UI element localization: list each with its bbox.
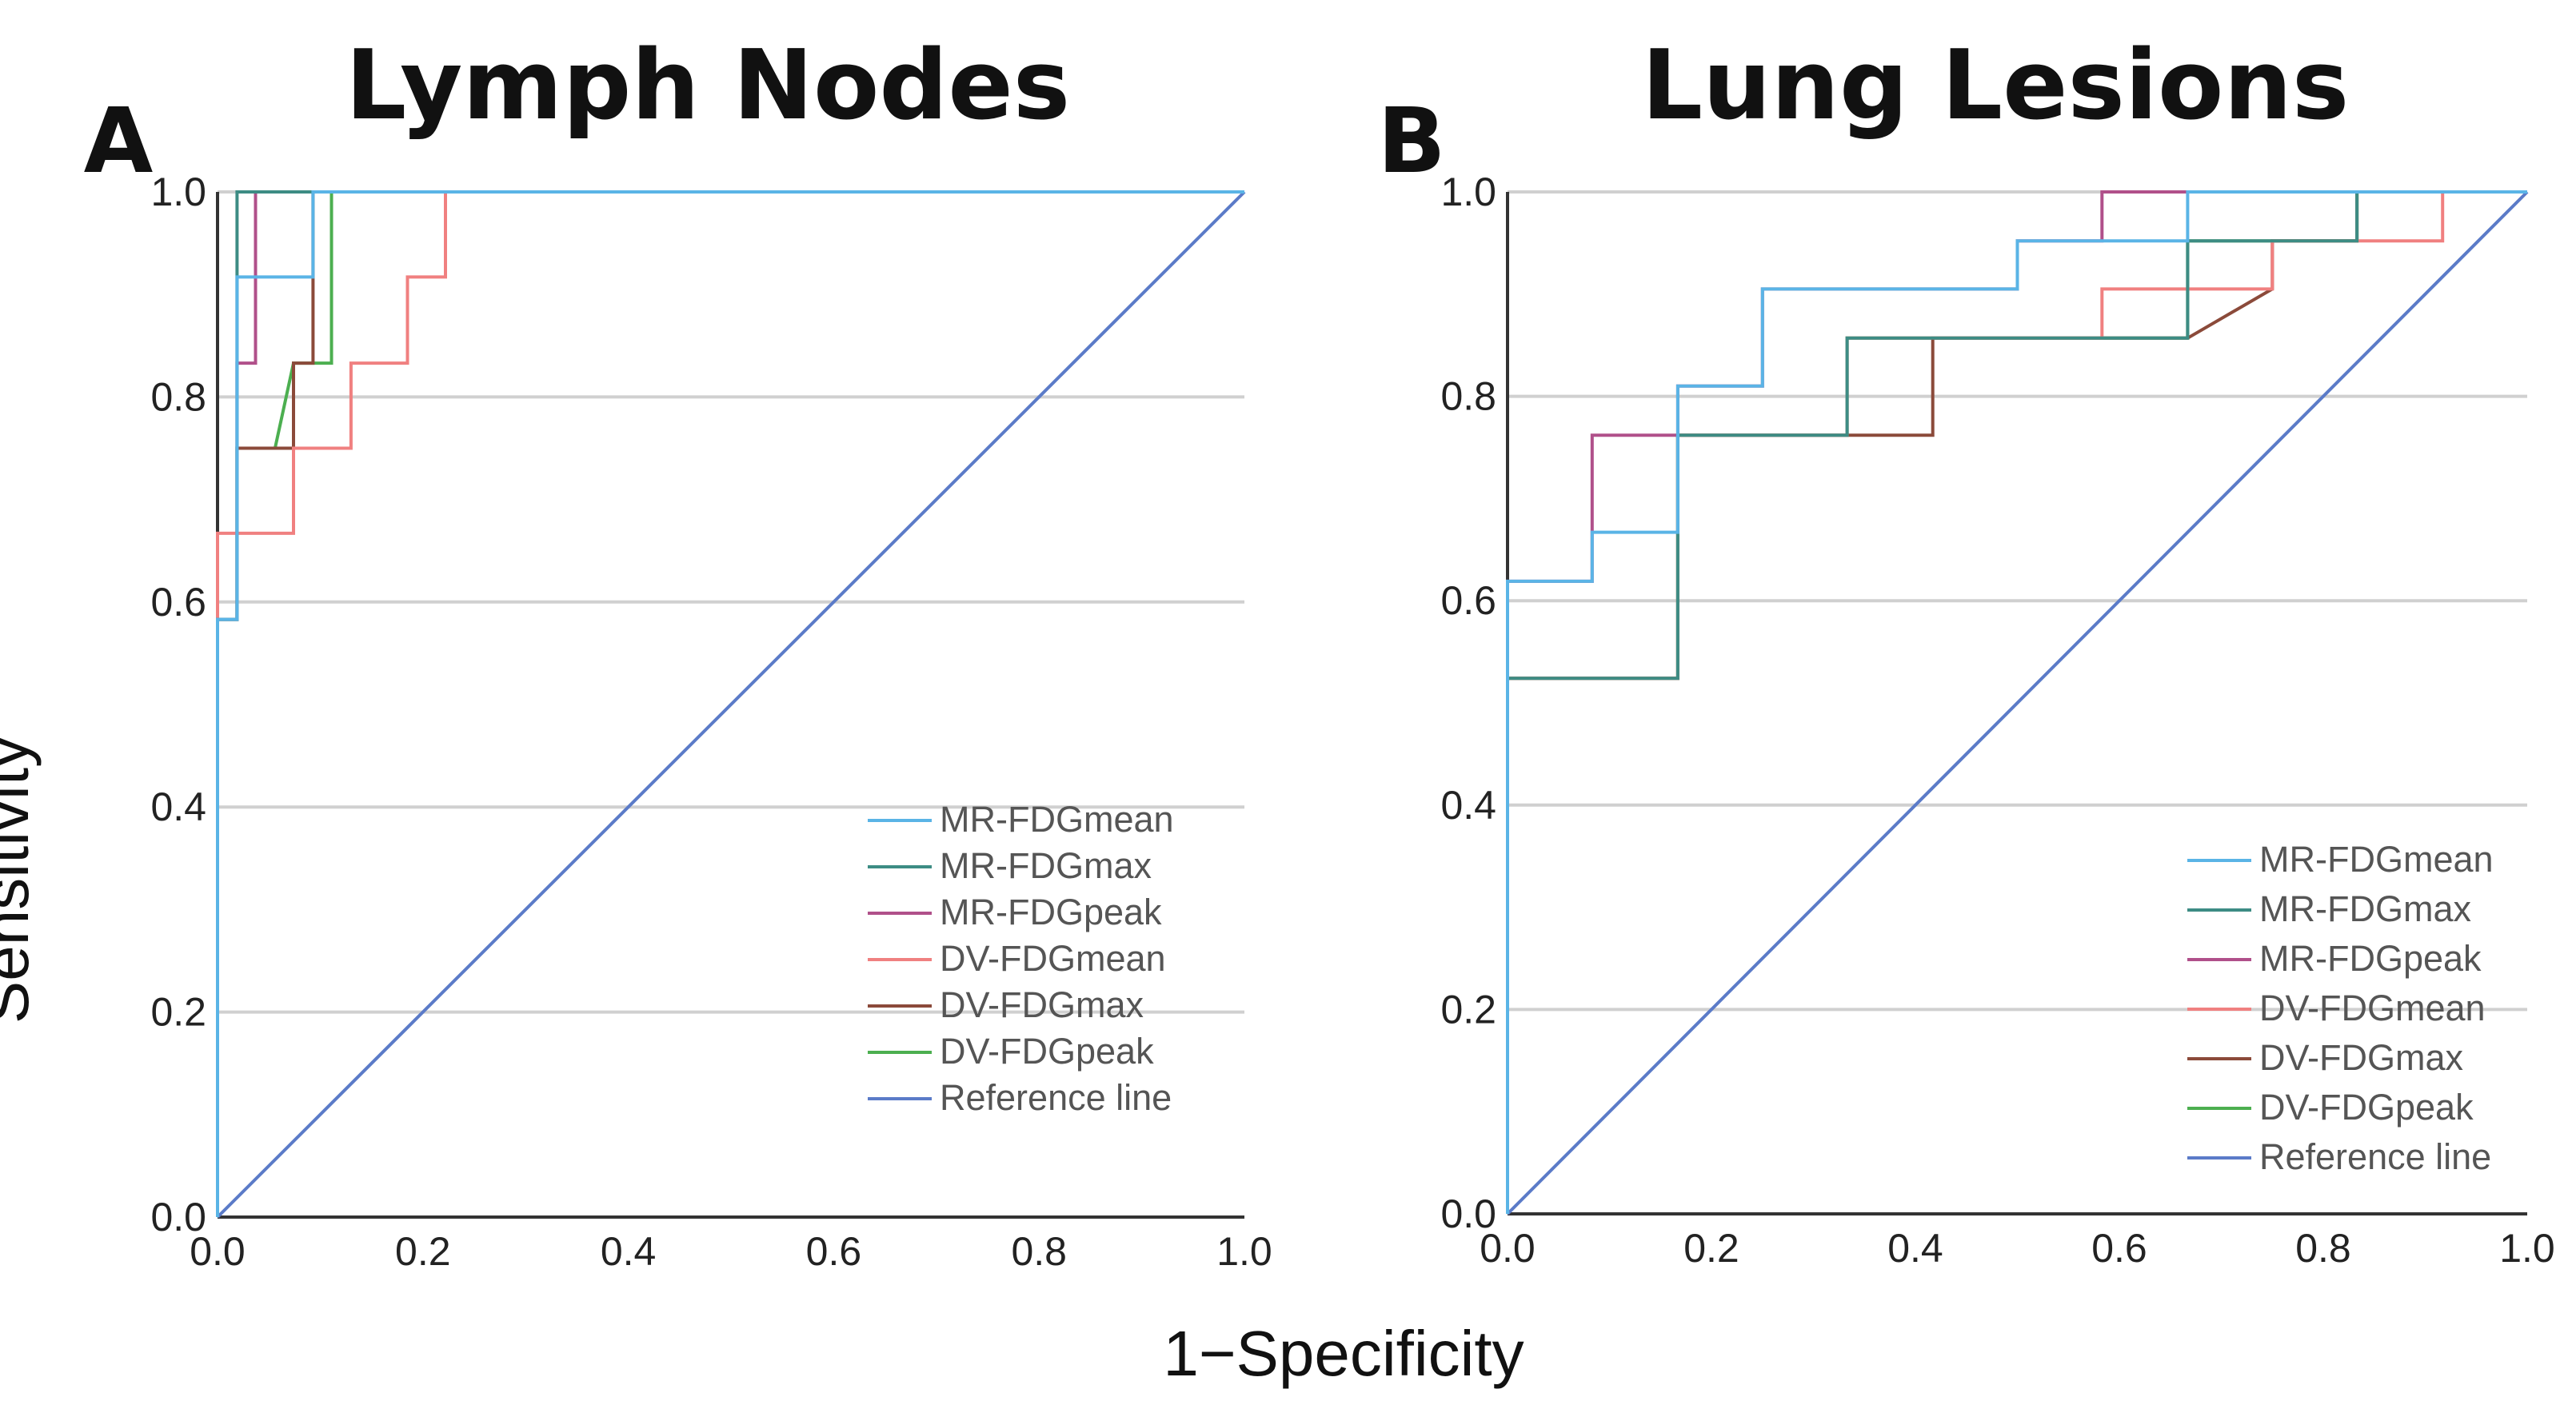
panel-label: B: [1377, 90, 1445, 194]
series-line-mr-fdgmean: [216, 190, 1244, 1217]
legend-entry: DV-FDGmax: [940, 984, 1144, 1025]
x-tick-label: 0.2: [395, 1229, 451, 1274]
panel-b: Lung Lesions B 0.0 0.2 0.4 0.6 0.8 1.0 0.0 0.2 0.4…: [1377, 30, 2554, 1271]
y-tick-label: 0.6: [1440, 578, 1496, 623]
panel-a: Lymph Nodes A 0.0 0.2 0.4 0.6 0.8 1.0 0.0 0.2 0.4 0…: [84, 30, 1272, 1274]
legend-entry: MR-FDGmax: [940, 845, 1152, 886]
x-tick-label: 1.0: [2499, 1226, 2555, 1271]
y-tick-label: 0.0: [150, 1195, 206, 1239]
panel-b-title: Lung Lesions: [1642, 30, 2350, 142]
legend-entry: Reference line: [2259, 1136, 2491, 1177]
y-tick-label: 0.2: [1440, 987, 1496, 1032]
legend-entry: MR-FDGmean: [2259, 839, 2494, 880]
x-tick-label: 0.0: [190, 1229, 246, 1274]
panel-label: A: [84, 90, 154, 194]
y-tick-label: 0.2: [150, 990, 206, 1035]
series-line-dv-fdgmean: [216, 190, 1244, 1217]
legend-entry: DV-FDGpeak: [940, 1031, 1154, 1072]
legend-entry: Reference line: [940, 1077, 1172, 1118]
y-tick-label: 0.4: [150, 784, 206, 829]
legend-entry: DV-FDGmean: [2259, 988, 2486, 1028]
legend-entry: MR-FDGmean: [940, 799, 1174, 840]
legend-entry: DV-FDGpeak: [2259, 1087, 2474, 1128]
legend-entry: MR-FDGpeak: [2259, 938, 2482, 979]
panel-a-title: Lymph Nodes: [345, 30, 1070, 142]
y-tick-label: 1.0: [150, 170, 206, 214]
x-tick-label: 0.4: [1887, 1226, 1943, 1271]
legend-entry: MR-FDGpeak: [940, 892, 1162, 932]
legend-entry: MR-FDGmax: [2259, 888, 2471, 929]
series-line-mr-fdgmax: [1506, 190, 2527, 1214]
x-tick-label: 0.6: [2091, 1226, 2147, 1271]
y-tick-label: 0.8: [150, 374, 206, 419]
y-axis-title: Sensitivity: [0, 736, 42, 1024]
x-axis-title: 1−Specificity: [1163, 1318, 1524, 1389]
y-tick-label: 0.6: [150, 580, 206, 625]
x-tick-label: 0.6: [806, 1229, 862, 1274]
x-tick-label: 0.8: [2295, 1226, 2351, 1271]
x-tick-label: 0.8: [1011, 1229, 1067, 1274]
series-line-reference-line: [1506, 190, 2529, 1215]
y-tick-label: 1.0: [1440, 170, 1496, 214]
x-tick-label: 0.2: [1683, 1226, 1739, 1271]
y-tick-label: 0.4: [1440, 783, 1496, 828]
legend-entry: DV-FDGmax: [2259, 1037, 2464, 1078]
legend-entry: DV-FDGmean: [940, 938, 1166, 979]
x-tick-label: 0.0: [1480, 1226, 1536, 1271]
y-tick-label: 0.0: [1440, 1191, 1496, 1236]
x-tick-label: 1.0: [1216, 1229, 1272, 1274]
series-line-reference-line: [216, 190, 1246, 1219]
y-tick-label: 0.8: [1440, 374, 1496, 419]
x-tick-label: 0.4: [601, 1229, 657, 1274]
series-line-mr-fdgmean: [1506, 190, 2527, 1214]
